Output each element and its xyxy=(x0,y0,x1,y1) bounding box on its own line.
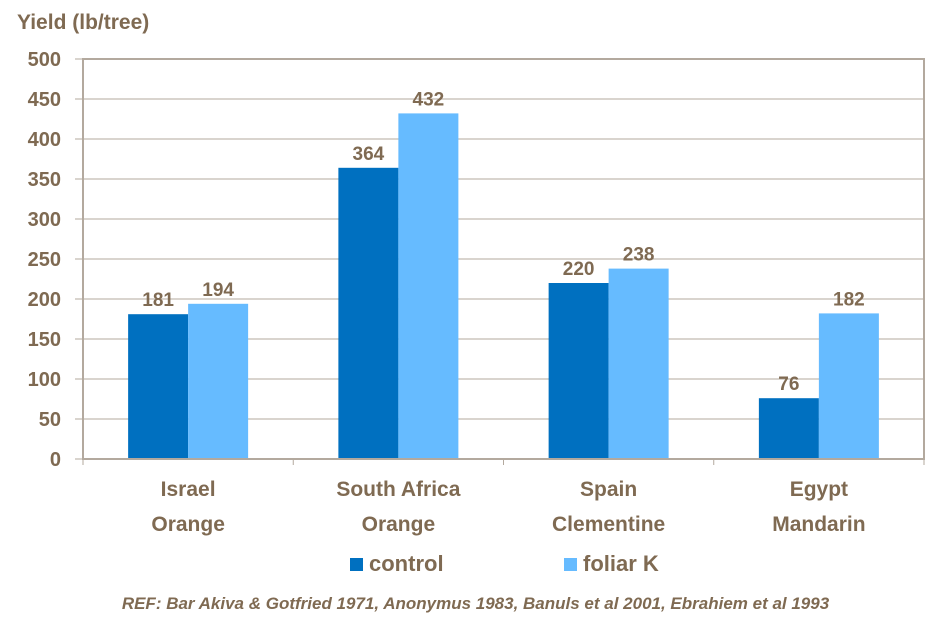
data-label: 181 xyxy=(142,290,174,311)
y-tick-label: 200 xyxy=(28,289,61,311)
legend: control foliar K xyxy=(0,551,951,581)
legend-item-control: control xyxy=(350,551,444,577)
y-tick-label: 0 xyxy=(50,449,61,471)
data-labels: 181 194 364 432 220 238 76 182 xyxy=(142,89,864,395)
y-tick-labels: 0 50 100 150 200 250 300 350 400 450 500 xyxy=(28,49,61,471)
bar-control xyxy=(758,398,819,459)
y-tick-label: 50 xyxy=(39,409,61,431)
bar-control xyxy=(338,167,399,460)
bar-foliar-k xyxy=(608,268,669,459)
bar-control xyxy=(128,314,189,459)
bar-foliar-k xyxy=(188,303,249,459)
x-tick-label: Israel xyxy=(161,478,216,501)
data-label: 364 xyxy=(353,144,385,165)
y-tick-label: 500 xyxy=(28,49,61,71)
x-tick-label: Orange xyxy=(362,513,436,536)
y-axis-title: Yield (lb/tree) xyxy=(17,11,150,34)
x-tick-label: Spain xyxy=(580,478,637,501)
x-tick-label: Mandarin xyxy=(772,513,865,536)
legend-swatch-foliar-k xyxy=(564,557,577,571)
x-tick-label: Orange xyxy=(151,513,225,536)
y-tick-label: 150 xyxy=(28,329,61,351)
y-tick-label: 100 xyxy=(28,369,61,391)
x-tick-label: Egypt xyxy=(790,478,848,501)
reference-note: REF: Bar Akiva & Gotfried 1971, Anonymus… xyxy=(121,594,830,613)
y-tick-label: 450 xyxy=(28,89,61,111)
y-tick-label: 400 xyxy=(28,129,61,151)
x-tick-labels: Israel Orange South Africa Orange Spain Cleme… xyxy=(151,478,865,536)
bar-foliar-k xyxy=(818,313,879,459)
data-label: 220 xyxy=(563,259,595,280)
data-label: 238 xyxy=(623,245,655,266)
data-label: 182 xyxy=(833,289,865,310)
y-tick-label: 350 xyxy=(28,169,61,191)
x-tick-label: Clementine xyxy=(552,513,665,536)
y-tick-label: 250 xyxy=(28,249,61,271)
legend-item-foliar-k: foliar K xyxy=(564,551,659,577)
bars xyxy=(128,113,879,460)
bar-chart: 181 194 364 432 220 238 76 182 0 50 100 150 200 250 3… xyxy=(28,49,925,536)
data-label: 432 xyxy=(413,89,445,110)
axes xyxy=(75,58,925,465)
data-label: 76 xyxy=(778,374,799,395)
bar-foliar-k xyxy=(398,113,459,460)
legend-swatch-control xyxy=(350,557,363,571)
bar-control xyxy=(548,283,609,459)
data-label: 194 xyxy=(202,280,234,301)
legend-label-control: control xyxy=(369,551,444,576)
y-tick-label: 300 xyxy=(28,209,61,231)
x-tick-label: South Africa xyxy=(336,478,460,501)
legend-label-foliar-k: foliar K xyxy=(583,551,659,576)
